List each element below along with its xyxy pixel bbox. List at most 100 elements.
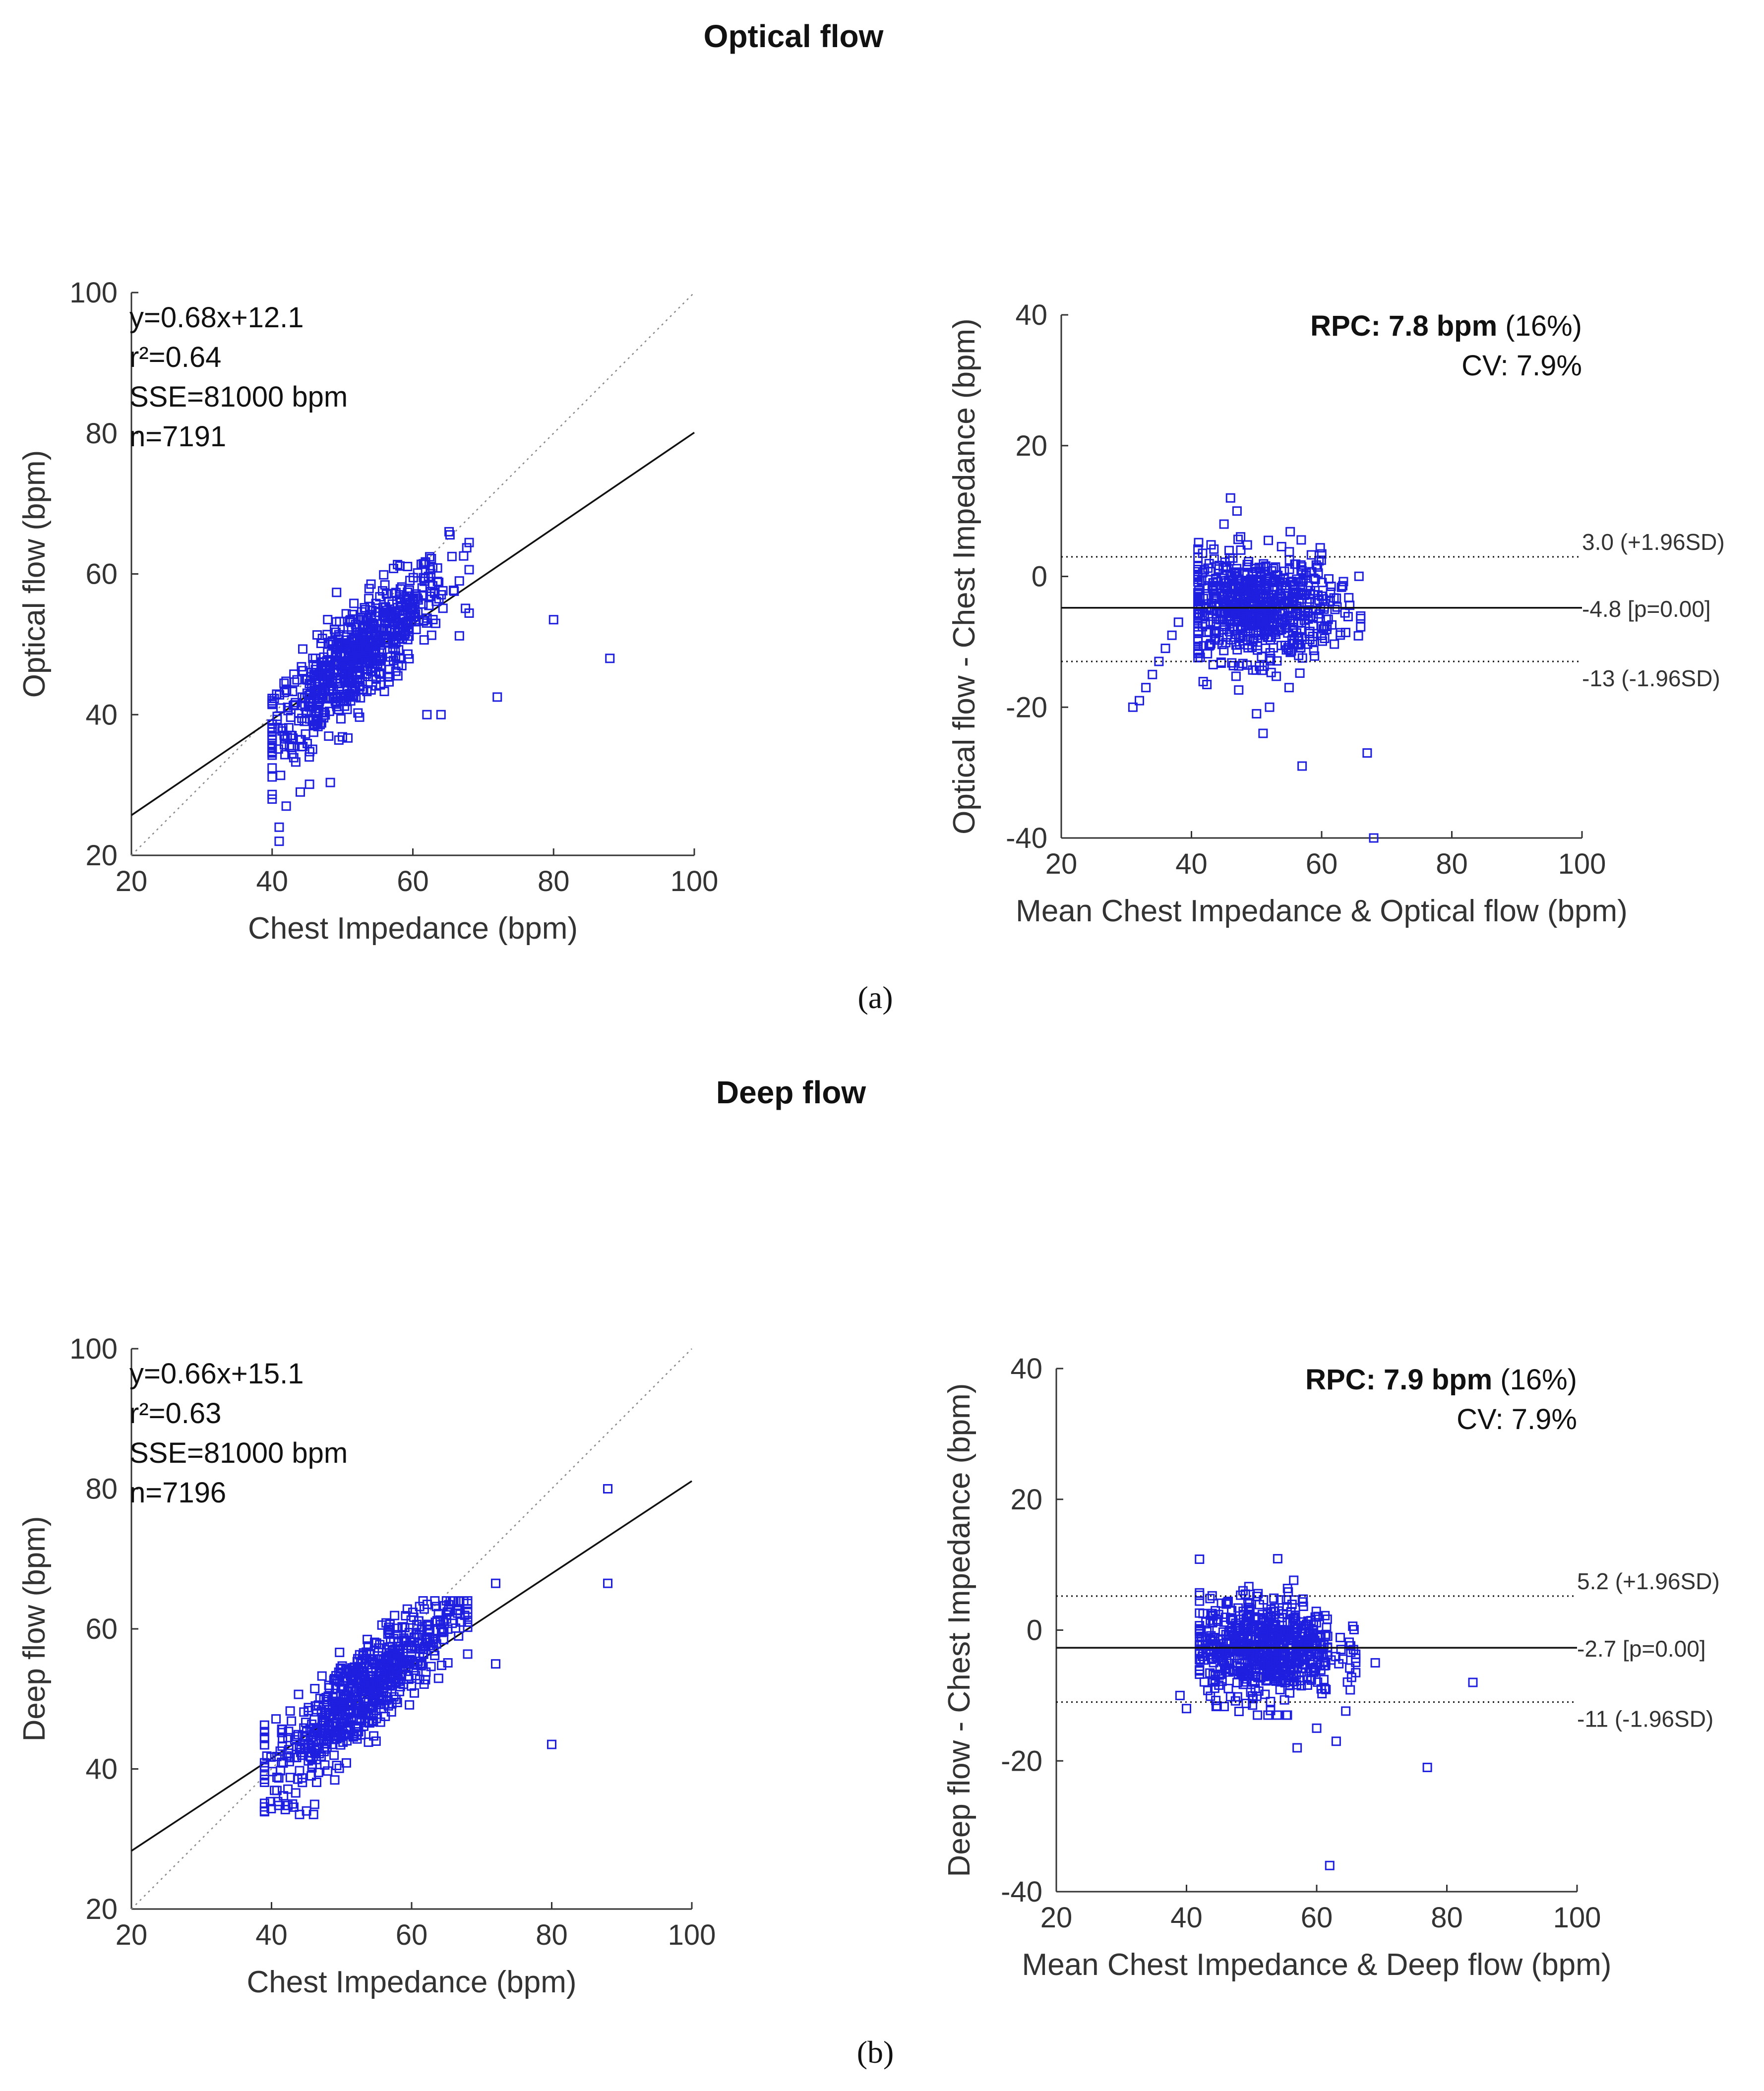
data-point xyxy=(355,712,365,722)
data-point xyxy=(371,1680,381,1690)
data-point xyxy=(272,1786,282,1795)
figure-title-b: Deep flow xyxy=(716,1075,866,1110)
data-point xyxy=(275,690,285,700)
data-point xyxy=(1266,590,1276,599)
data-point xyxy=(1193,608,1203,618)
stats-line: SSE=81000 bpm xyxy=(129,1437,348,1469)
data-point xyxy=(404,625,414,635)
data-point xyxy=(1311,1607,1321,1616)
data-point xyxy=(1259,578,1269,588)
data-point xyxy=(1215,1664,1225,1674)
data-point xyxy=(1269,1607,1278,1616)
data-point xyxy=(334,735,344,745)
data-point xyxy=(1262,1656,1272,1666)
panel-b-regression: 20 40 60 80 100 20 40 60 80 100 Chest Impedance (b… xyxy=(17,1333,716,1999)
data-point xyxy=(1273,1554,1282,1564)
data-point xyxy=(1306,550,1316,560)
data-point xyxy=(1342,1677,1352,1687)
data-point xyxy=(296,787,305,797)
stats-line: n=7196 xyxy=(129,1477,226,1509)
y-tick-label: 80 xyxy=(85,418,118,450)
data-point xyxy=(443,1658,453,1668)
data-point xyxy=(463,1612,473,1622)
data-point xyxy=(352,622,362,632)
data-point xyxy=(340,701,350,711)
data-point xyxy=(1326,582,1336,592)
data-point xyxy=(1254,562,1264,572)
data-point xyxy=(452,1606,462,1615)
data-point xyxy=(1312,1723,1322,1733)
data-point xyxy=(1214,1610,1223,1619)
data-point xyxy=(337,1664,347,1674)
rpc-label: RPC: 7.8 bpm (16%) xyxy=(1310,310,1582,342)
data-point xyxy=(1296,560,1306,570)
data-point xyxy=(1128,702,1138,712)
data-point xyxy=(1256,604,1266,614)
data-point xyxy=(1281,1595,1291,1605)
data-point xyxy=(1289,635,1299,645)
data-point xyxy=(1304,1640,1314,1650)
data-point xyxy=(1313,562,1323,572)
data-point xyxy=(1209,585,1218,595)
data-point xyxy=(1264,622,1274,632)
data-point xyxy=(403,623,413,633)
data-point xyxy=(358,1670,367,1679)
data-point xyxy=(371,681,381,691)
data-point xyxy=(1225,1692,1235,1702)
data-point xyxy=(1207,1609,1217,1618)
data-point xyxy=(323,1691,333,1701)
data-point xyxy=(337,1715,347,1725)
data-point xyxy=(1272,656,1282,666)
data-point xyxy=(285,1706,295,1716)
data-point xyxy=(300,693,309,703)
data-point xyxy=(313,1768,323,1778)
data-point xyxy=(346,1693,356,1703)
data-point xyxy=(1277,580,1287,590)
data-point xyxy=(1320,1611,1330,1620)
data-point xyxy=(330,1775,340,1785)
data-point xyxy=(1253,633,1263,643)
data-point xyxy=(1222,1655,1232,1665)
data-point xyxy=(443,1607,453,1617)
data-point xyxy=(284,1727,294,1736)
data-point xyxy=(354,1700,364,1710)
data-point xyxy=(279,688,289,698)
data-point xyxy=(283,1733,293,1742)
data-point xyxy=(280,750,290,760)
upper-loa-label: 5.2 (+1.96SD) xyxy=(1577,1568,1720,1594)
data-point xyxy=(312,630,322,640)
data-point xyxy=(1228,660,1238,670)
data-point xyxy=(1262,605,1272,615)
data-point xyxy=(1251,584,1261,594)
data-point xyxy=(426,565,435,575)
data-point xyxy=(382,1679,392,1689)
data-point xyxy=(380,602,390,612)
data-point xyxy=(421,1667,431,1677)
data-point xyxy=(386,609,396,619)
data-point xyxy=(335,1647,345,1657)
data-point xyxy=(313,1700,323,1710)
data-point xyxy=(338,1683,348,1693)
data-point xyxy=(1227,658,1237,668)
data-point xyxy=(308,720,318,730)
data-point xyxy=(1234,614,1244,624)
data-point xyxy=(491,1659,500,1669)
data-point xyxy=(311,1724,321,1734)
data-point xyxy=(1238,1679,1248,1689)
data-point xyxy=(324,1713,334,1723)
data-point xyxy=(1317,630,1327,640)
data-point xyxy=(285,1753,295,1763)
data-point xyxy=(1217,592,1227,601)
data-point xyxy=(1356,622,1366,632)
data-point xyxy=(1344,1637,1354,1647)
data-point xyxy=(395,1686,405,1696)
data-point xyxy=(1354,571,1364,581)
data-point xyxy=(1232,1692,1242,1702)
data-point xyxy=(387,589,397,598)
data-point xyxy=(371,603,381,613)
rpc-percent: (16%) xyxy=(1500,1364,1577,1396)
data-point xyxy=(1229,1635,1239,1645)
data-point xyxy=(375,1717,385,1727)
data-point xyxy=(1278,609,1288,619)
data-point xyxy=(1198,548,1208,558)
